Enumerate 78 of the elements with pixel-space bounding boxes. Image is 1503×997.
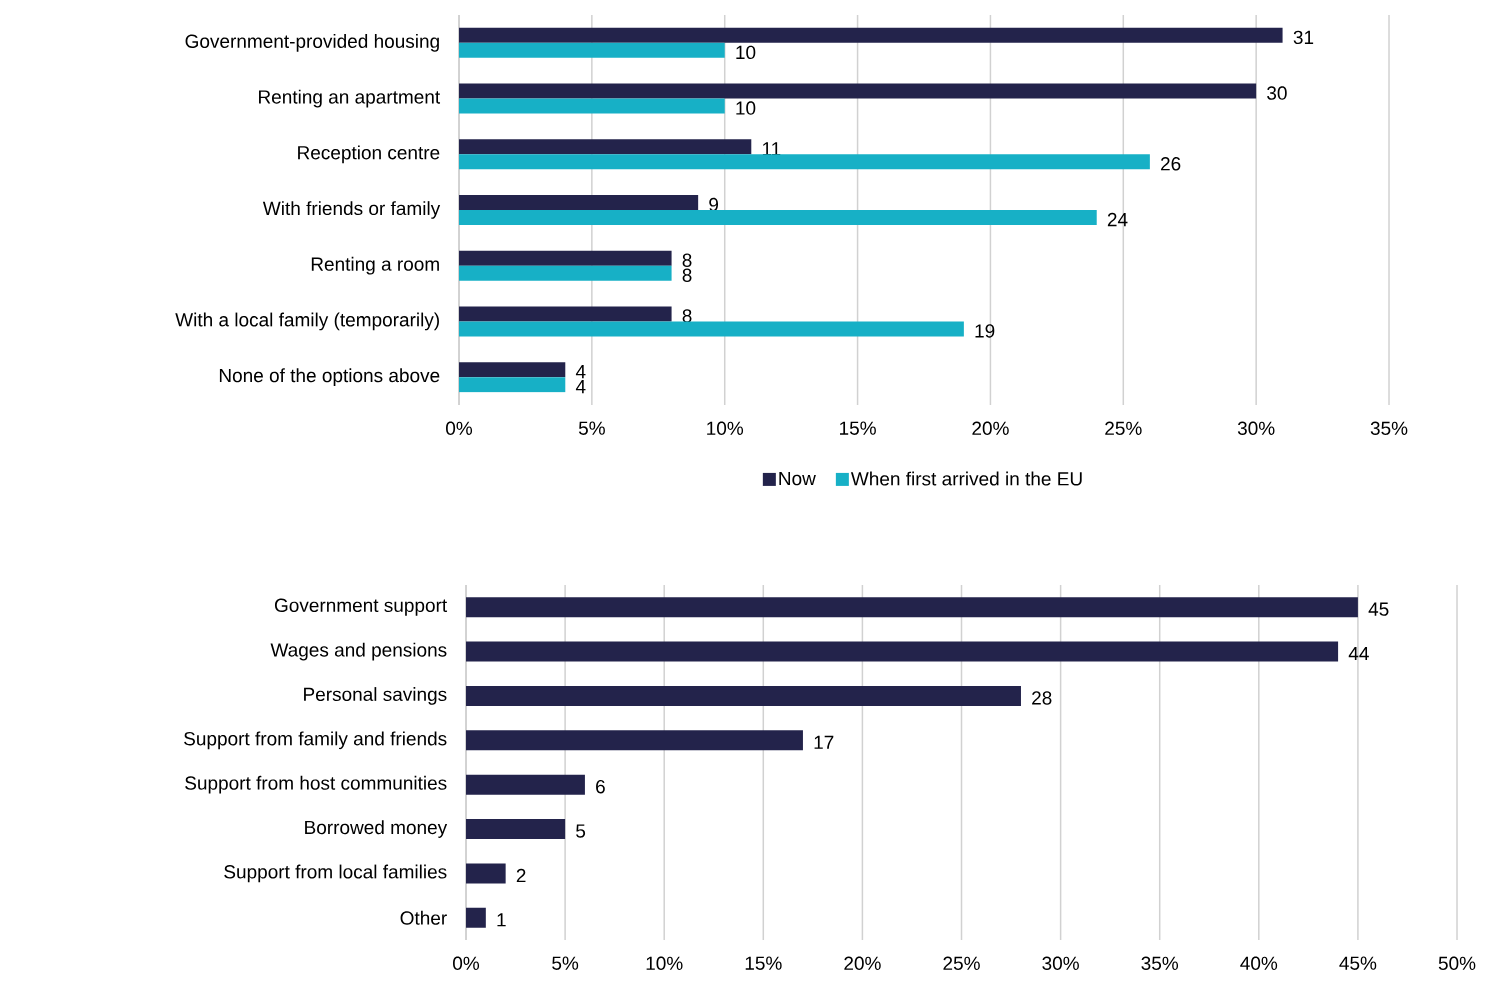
x-tick-label: 25% <box>943 956 980 970</box>
x-tick-label: 5% <box>552 956 579 970</box>
x-tick-label: 50% <box>1438 956 1476 970</box>
data-label: 30 <box>1267 86 1287 100</box>
y-tick-label: Reception centre <box>298 145 440 164</box>
bar <box>459 377 566 393</box>
data-label: 4 <box>575 365 586 379</box>
y-tick-label: Support from family and friends <box>184 731 447 750</box>
x-tick-label: 20% <box>844 956 881 970</box>
data-label: 28 <box>1032 691 1052 705</box>
data-label: 24 <box>1107 212 1128 227</box>
data-label: 5 <box>576 824 586 838</box>
legend-label: When first arrived in the EU <box>850 471 1082 486</box>
bar <box>466 730 803 751</box>
data-label: 26 <box>1161 157 1181 171</box>
bar <box>459 98 725 114</box>
x-tick-label: 0% <box>453 956 480 970</box>
bar <box>459 154 1150 170</box>
x-tick-label: 30% <box>1237 421 1275 435</box>
x-tick-label: 5% <box>578 421 605 435</box>
y-tick-label: With friends or family <box>262 201 441 219</box>
data-label: 45 <box>1368 602 1389 616</box>
bar <box>459 321 964 337</box>
bar <box>459 210 1097 226</box>
legend-label: Now <box>779 471 816 486</box>
y-tick-label: Government support <box>274 598 448 616</box>
data-label: 11 <box>762 142 781 156</box>
y-tick-label: Support from host communities <box>185 775 447 794</box>
bar <box>466 597 1358 618</box>
bar <box>459 27 1283 43</box>
x-tick-label: 30% <box>1042 956 1079 970</box>
x-tick-label: 40% <box>1240 956 1278 970</box>
data-label: 6 <box>596 779 605 794</box>
bar <box>466 907 486 928</box>
data-label: 19 <box>975 324 995 338</box>
bar <box>466 819 566 840</box>
data-label: 8 <box>682 268 692 282</box>
x-tick-label: 25% <box>1105 421 1142 435</box>
bar <box>459 265 672 281</box>
x-tick-label: 45% <box>1339 956 1377 970</box>
y-tick-label: None of the options above <box>219 368 440 386</box>
x-tick-label: 15% <box>840 421 876 435</box>
y-tick-label: Borrowed money <box>305 820 448 838</box>
bar <box>459 250 672 266</box>
bar <box>466 774 585 795</box>
data-label: 44 <box>1348 647 1369 661</box>
y-tick-label: Personal savings <box>304 687 447 705</box>
x-tick-label: 15% <box>745 956 782 970</box>
bar <box>459 306 672 322</box>
data-label: 10 <box>736 45 756 60</box>
bar <box>459 83 1257 99</box>
x-tick-label: 10% <box>707 421 744 435</box>
bar <box>459 139 752 155</box>
bar <box>466 863 506 884</box>
y-tick-label: Government-provided housing <box>185 34 439 52</box>
bar <box>459 42 725 58</box>
data-label: 31 <box>1293 30 1314 45</box>
y-tick-label: Other <box>400 910 447 925</box>
x-tick-label: 35% <box>1370 421 1408 435</box>
x-tick-label: 35% <box>1141 956 1179 970</box>
bar <box>466 641 1339 662</box>
x-tick-label: 20% <box>972 421 1009 435</box>
data-label: 17 <box>814 735 834 749</box>
y-tick-label: Wages and pensions <box>270 642 447 661</box>
bar <box>459 195 699 211</box>
data-label: 8 <box>682 253 692 267</box>
y-tick-label: Renting a room <box>311 256 439 275</box>
bar <box>466 685 1021 706</box>
x-tick-label: 10% <box>646 956 683 970</box>
data-label: 10 <box>736 101 756 115</box>
x-tick-label: 0% <box>446 421 473 435</box>
y-tick-label: Support from local families <box>224 864 447 883</box>
bar <box>459 362 566 378</box>
y-tick-label: Renting an apartment <box>259 89 441 108</box>
y-tick-label: With a local family (temporarily) <box>175 312 439 331</box>
data-label: 2 <box>516 868 526 883</box>
data-label: 4 <box>575 380 586 394</box>
data-label: 1 <box>497 913 506 927</box>
